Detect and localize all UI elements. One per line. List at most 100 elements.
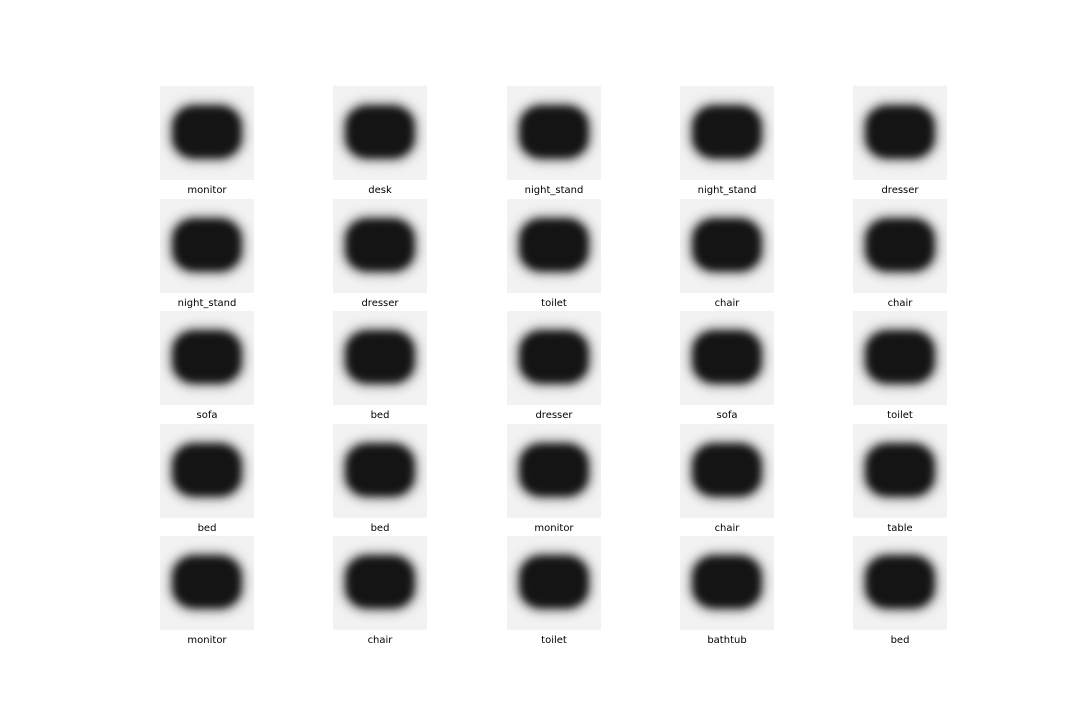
blurred-shape <box>693 331 761 383</box>
thumbnail-caption: bed <box>130 523 284 535</box>
thumbnail-image <box>333 424 427 518</box>
thumbnail-caption: toilet <box>477 635 631 647</box>
blurred-shape <box>346 219 414 271</box>
blurred-shape <box>173 556 241 608</box>
thumbnail-cell: sofa <box>160 311 254 423</box>
thumbnail-image <box>333 86 427 180</box>
blurred-shape <box>346 106 414 158</box>
blurred-shape <box>346 331 414 383</box>
thumbnail-image <box>160 311 254 405</box>
thumbnail-caption: sofa <box>130 410 284 422</box>
thumbnail-cell: night_stand <box>507 86 601 198</box>
thumbnail-cell: dresser <box>853 86 947 198</box>
thumbnail-image <box>507 311 601 405</box>
thumbnail-caption: dresser <box>303 298 457 310</box>
thumbnail-cell: toilet <box>853 311 947 423</box>
thumbnail-caption: bed <box>303 523 457 535</box>
thumbnail-cell: chair <box>680 424 774 536</box>
thumbnail-image <box>853 311 947 405</box>
thumbnail-image <box>333 536 427 630</box>
thumbnail-image <box>507 424 601 518</box>
thumbnail-image <box>853 86 947 180</box>
thumbnail-caption: monitor <box>130 185 284 197</box>
thumbnail-cell: desk <box>333 86 427 198</box>
thumbnail-cell: toilet <box>507 199 601 311</box>
thumbnail-image <box>680 536 774 630</box>
thumbnail-cell: table <box>853 424 947 536</box>
blurred-shape <box>693 444 761 496</box>
thumbnail-cell: bed <box>853 536 947 648</box>
thumbnail-image <box>507 199 601 293</box>
thumbnail-caption: night_stand <box>477 185 631 197</box>
thumbnail-cell: monitor <box>160 86 254 198</box>
thumbnail-caption: desk <box>303 185 457 197</box>
blurred-shape <box>866 106 934 158</box>
thumbnail-caption: bathtub <box>650 635 804 647</box>
thumbnail-image <box>333 311 427 405</box>
thumbnail-cell: night_stand <box>680 86 774 198</box>
thumbnail-cell: monitor <box>507 424 601 536</box>
thumbnail-cell: chair <box>853 199 947 311</box>
blurred-shape <box>866 556 934 608</box>
thumbnail-image <box>507 536 601 630</box>
blurred-shape <box>693 219 761 271</box>
thumbnail-image <box>680 86 774 180</box>
blurred-shape <box>520 106 588 158</box>
thumbnail-cell: sofa <box>680 311 774 423</box>
blurred-shape <box>520 331 588 383</box>
thumbnail-image <box>160 86 254 180</box>
thumbnail-image <box>680 424 774 518</box>
blurred-shape <box>346 556 414 608</box>
thumbnail-caption: bed <box>823 635 977 647</box>
blurred-shape <box>173 331 241 383</box>
blurred-shape <box>173 219 241 271</box>
thumbnail-cell: chair <box>333 536 427 648</box>
blurred-shape <box>520 444 588 496</box>
thumbnail-caption: sofa <box>650 410 804 422</box>
thumbnail-image <box>160 536 254 630</box>
thumbnail-image <box>160 199 254 293</box>
thumbnail-cell: dresser <box>507 311 601 423</box>
thumbnail-caption: chair <box>650 523 804 535</box>
thumbnail-cell: monitor <box>160 536 254 648</box>
thumbnail-cell: toilet <box>507 536 601 648</box>
thumbnail-image <box>680 311 774 405</box>
thumbnail-caption: chair <box>650 298 804 310</box>
thumbnail-image <box>680 199 774 293</box>
thumbnail-caption: dresser <box>477 410 631 422</box>
blurred-shape <box>866 331 934 383</box>
blurred-shape <box>173 106 241 158</box>
thumbnail-image <box>853 199 947 293</box>
thumbnail-caption: bed <box>303 410 457 422</box>
thumbnail-cell: chair <box>680 199 774 311</box>
blurred-shape <box>520 556 588 608</box>
thumbnail-image <box>853 536 947 630</box>
blurred-shape <box>693 556 761 608</box>
thumbnail-caption: toilet <box>477 298 631 310</box>
thumbnail-caption: chair <box>303 635 457 647</box>
thumbnail-caption: monitor <box>477 523 631 535</box>
blurred-shape <box>346 444 414 496</box>
thumbnail-cell: dresser <box>333 199 427 311</box>
blurred-shape <box>520 219 588 271</box>
blurred-shape <box>866 444 934 496</box>
thumbnail-image <box>160 424 254 518</box>
thumbnail-caption: chair <box>823 298 977 310</box>
thumbnail-cell: bed <box>160 424 254 536</box>
thumbnail-cell: bed <box>333 424 427 536</box>
thumbnail-caption: monitor <box>130 635 284 647</box>
thumbnail-caption: night_stand <box>130 298 284 310</box>
thumbnail-image <box>853 424 947 518</box>
blurred-shape <box>693 106 761 158</box>
thumbnail-cell: night_stand <box>160 199 254 311</box>
thumbnail-image <box>507 86 601 180</box>
thumbnail-cell: bathtub <box>680 536 774 648</box>
blurred-shape <box>173 444 241 496</box>
thumbnail-caption: toilet <box>823 410 977 422</box>
thumbnail-caption: dresser <box>823 185 977 197</box>
thumbnail-image <box>333 199 427 293</box>
thumbnail-cell: bed <box>333 311 427 423</box>
thumbnail-caption: night_stand <box>650 185 804 197</box>
blurred-shape <box>866 219 934 271</box>
